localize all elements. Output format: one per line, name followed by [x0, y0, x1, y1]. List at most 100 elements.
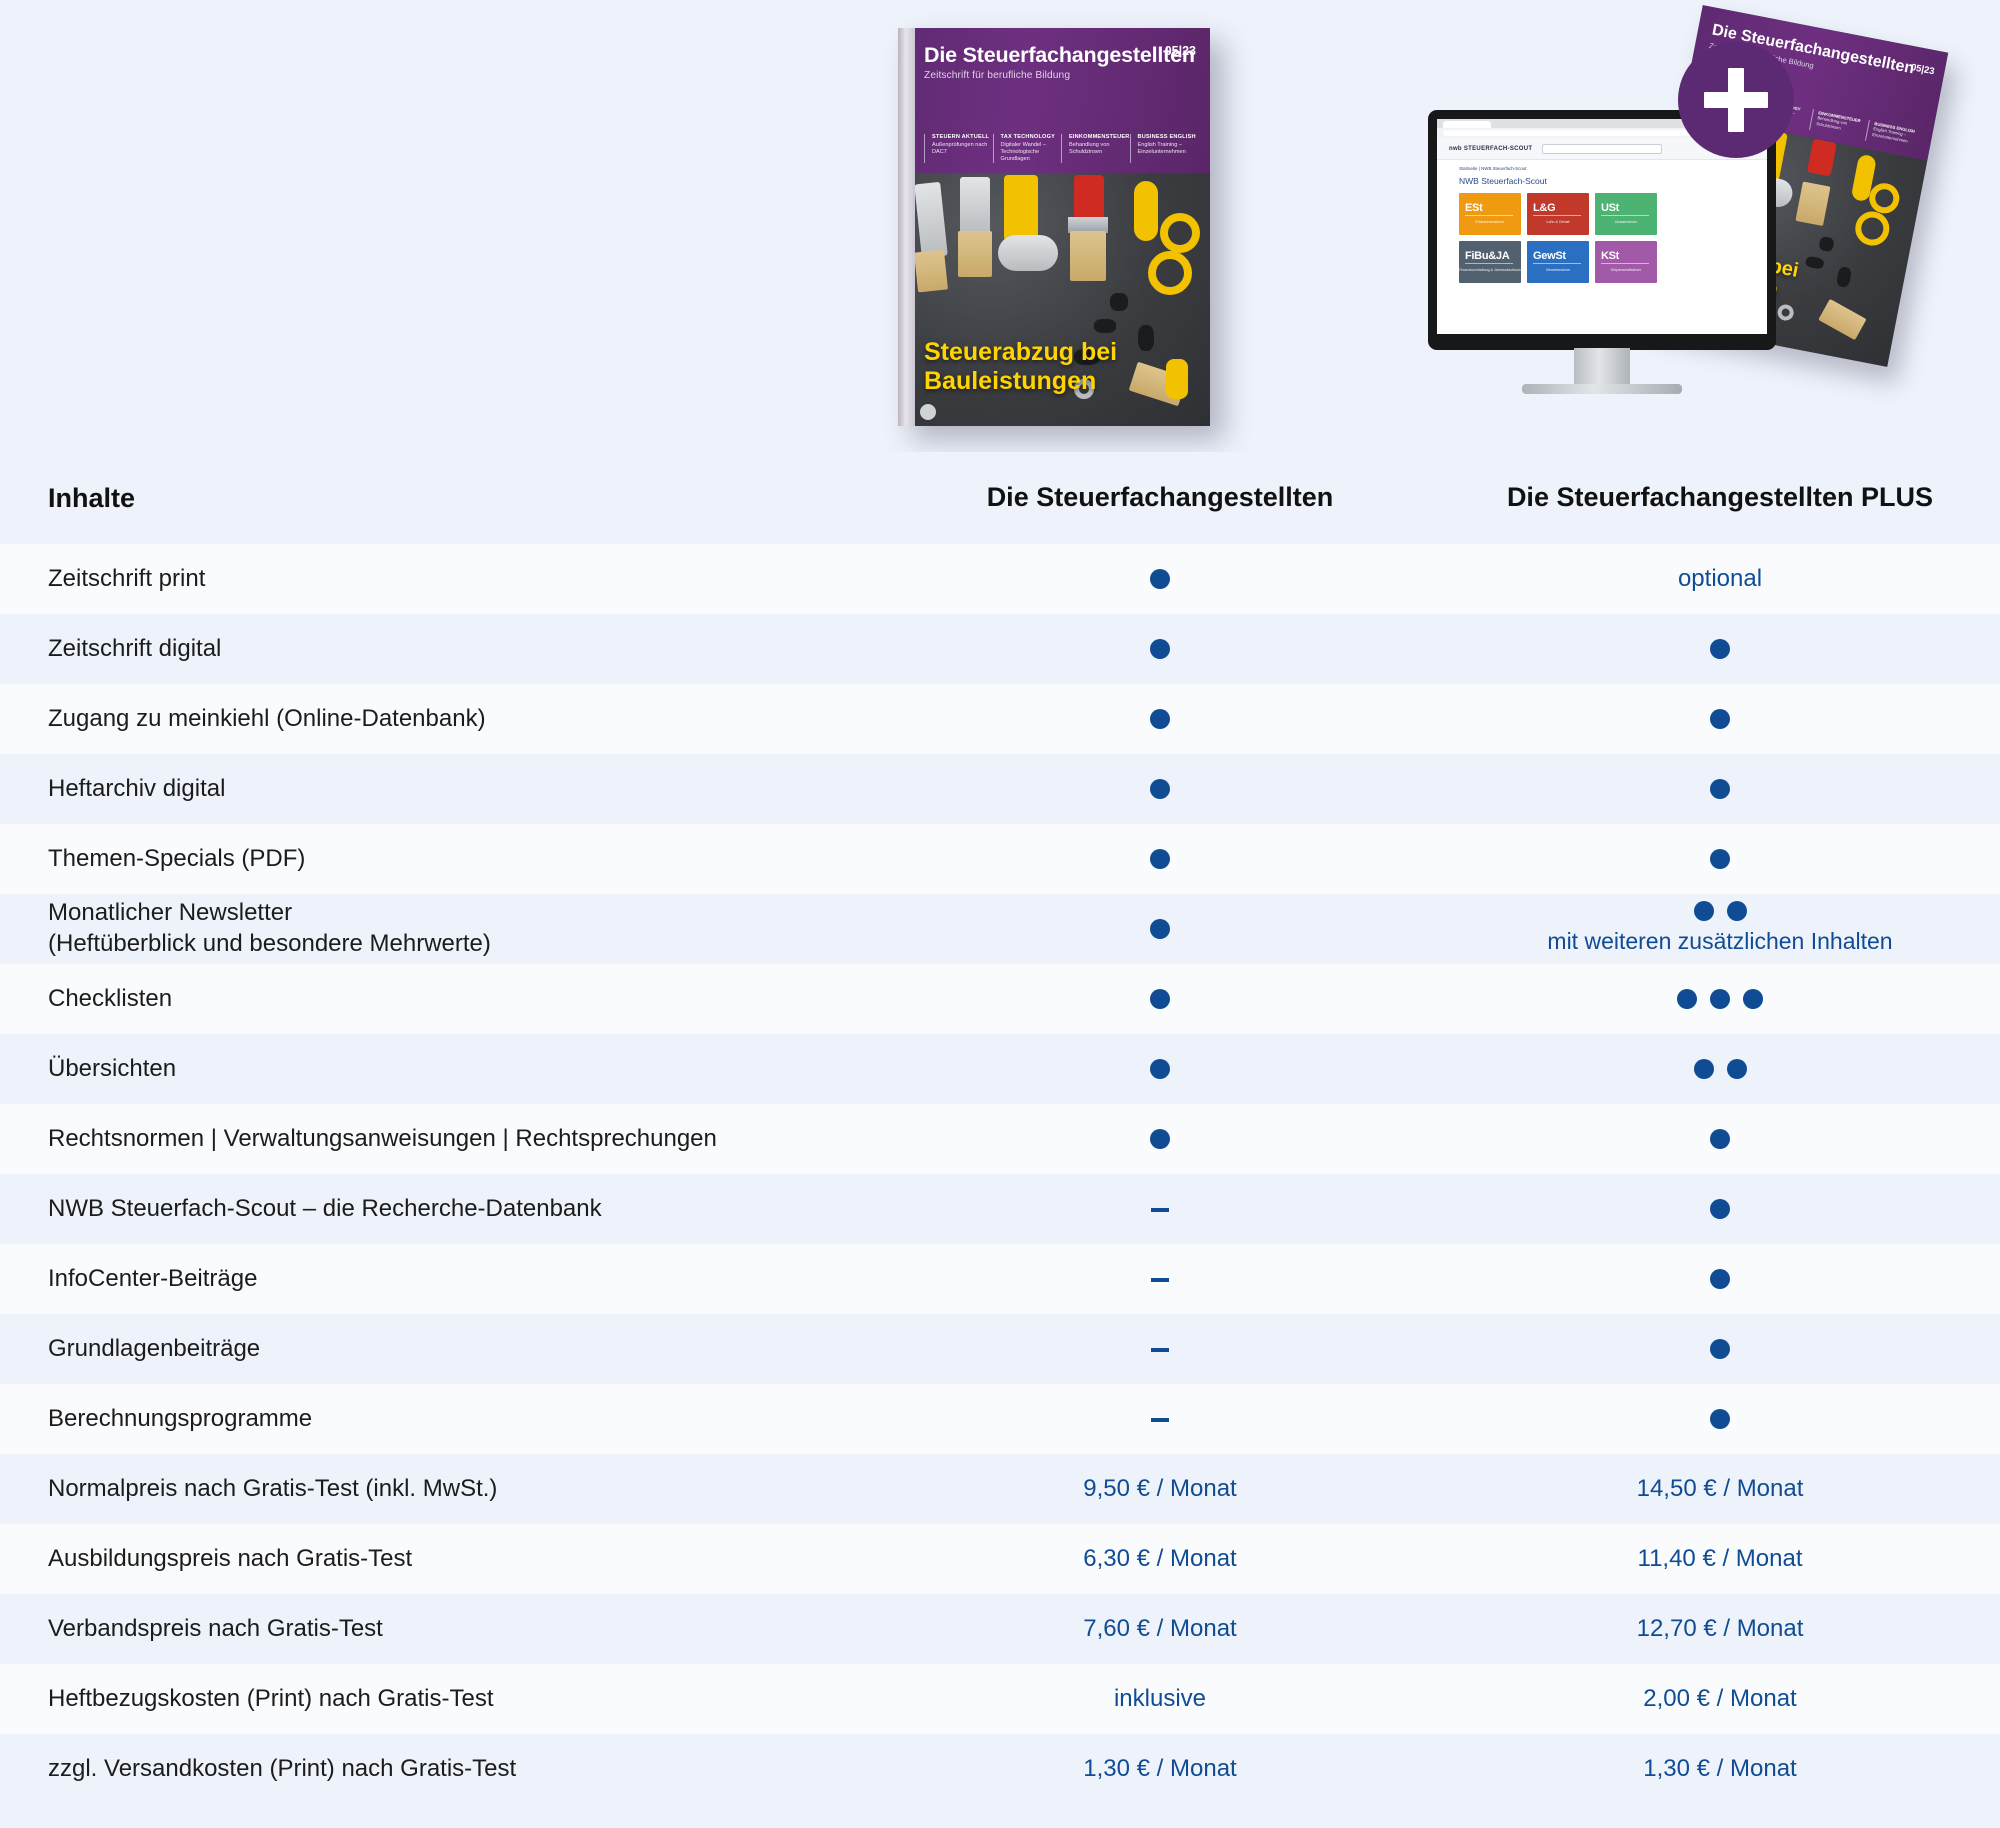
magazine-teaser: EINKOMMENSTEUER Behandlung von Schuldzin… [1809, 109, 1869, 141]
cell-plus-value [1440, 1339, 2000, 1359]
rating-dots [1677, 989, 1763, 1009]
cell-plus [1440, 1339, 2000, 1359]
cell-plus: 2,00 € / Monat [1440, 1683, 2000, 1714]
scout-tile-grid: ESt Einkommensteuer L&G Lohn & Gehalt US… [1437, 186, 1767, 283]
cell-plus-value: mit weiteren zusätzlichen Inhalten [1440, 901, 2000, 957]
rating-dots [1150, 779, 1170, 799]
table-row: Checklisten [0, 964, 2000, 1034]
column-header-contents: Inhalte [48, 482, 136, 513]
cell-basic [880, 1333, 1440, 1364]
tile-code: USt [1601, 202, 1620, 214]
tile-divider [1465, 215, 1513, 216]
cell-text: 12,70 € / Monat [1636, 1615, 1804, 1643]
cell-plus: mit weiteren zusätzlichen Inhalten [1440, 901, 2000, 957]
rating-dots [1150, 1059, 1170, 1079]
filled-dot-icon [1710, 1199, 1730, 1219]
magazine-teaser: TAX TECHNOLOGY Digitaler Wandel – Techno… [992, 134, 1062, 163]
magazine-teaser: EINKOMMENSTEUER Behandlung von Schuldzin… [1061, 134, 1130, 163]
cell-plus-value [1440, 1199, 2000, 1219]
filled-dot-icon [1150, 919, 1170, 939]
tile-code: FiBu&JA [1465, 250, 1510, 262]
not-included-dash-icon [1151, 1208, 1169, 1213]
filled-dot-icon [1693, 1059, 1714, 1079]
filled-dot-icon [1710, 1409, 1730, 1429]
cell-plus-value [1440, 989, 2000, 1009]
row-label: Übersichten [48, 1054, 177, 1082]
cell-basic-value [880, 989, 1440, 1009]
site-breadcrumb: Startseite | NWB Steuerfach-Scout [1459, 166, 1527, 171]
table-header-row: Inhalte Die Steuerfachangestellten Die S… [0, 452, 2000, 544]
magazine-cover-basic: Die Steuerfachangestellten 05|23 Zeitsch… [898, 28, 1210, 426]
cell-plus [1440, 1059, 2000, 1079]
rating-dots [1150, 639, 1170, 659]
cell-basic [880, 779, 1440, 799]
cell-note: mit weiteren zusätzlichen Inhalten [1547, 928, 1893, 955]
tile-subtitle: Einkommensteuer [1475, 220, 1505, 224]
cell-basic [880, 1129, 1440, 1149]
cell-basic-value [880, 779, 1440, 799]
magazine-cover-photo [898, 173, 1210, 426]
cell-basic: 9,50 € / Monat [880, 1473, 1440, 1504]
cell-text: 9,50 € / Monat [1083, 1475, 1237, 1503]
cell-basic [880, 1193, 1440, 1224]
rating-dots [1710, 1199, 1730, 1219]
magazine-issue: 05|23 [1909, 62, 1936, 78]
row-label: Themen-Specials (PDF) [48, 844, 306, 872]
rating-dots [1710, 709, 1730, 729]
table-row: Zugang zu meinkiehl (Online-Datenbank) [0, 684, 2000, 754]
row-label: Heftbezugskosten (Print) nach Gratis-Tes… [48, 1684, 494, 1712]
cell-plus-value [1440, 1409, 2000, 1429]
row-label: Rechtsnormen | Verwaltungsanweisungen | … [48, 1124, 717, 1152]
monitor-stand-neck [1574, 348, 1630, 386]
magazine-cover-headline: Steuerabzug bei Bauleistungen [924, 338, 1117, 396]
tile-divider [1601, 263, 1649, 264]
not-included-dash-icon [1151, 1418, 1169, 1423]
scout-tile-gewst: GewSt Gewerbesteuer [1527, 241, 1589, 283]
cell-text: 6,30 € / Monat [1083, 1545, 1237, 1573]
cell-basic [880, 849, 1440, 869]
publisher-logo-icon [920, 404, 936, 420]
cell-basic [880, 919, 1440, 939]
row-label: Ausbildungspreis nach Gratis-Test [48, 1544, 413, 1572]
not-included-dash-icon [1151, 1348, 1169, 1353]
cell-plus: 1,30 € / Monat [1440, 1753, 2000, 1784]
cell-plus [1440, 1269, 2000, 1289]
cell-plus [1440, 1129, 2000, 1149]
cell-plus-value [1440, 849, 2000, 869]
table-row: Grundlagenbeiträge [0, 1314, 2000, 1384]
site-brand-logo: nwb STEUERFACH-SCOUT [1449, 145, 1533, 152]
magazine-teaser-strip: STEUERN AKTUELL Außenprüfungen nach DAC7… [924, 134, 1198, 163]
column-header-plus: Die Steuerfachangestellten PLUS [1506, 482, 1934, 513]
table-row: Zeitschrift digital [0, 614, 2000, 684]
row-label: Monatlicher Newsletter (Heftüberblick und… [48, 899, 491, 957]
cell-basic [880, 709, 1440, 729]
browser-url-bar [1437, 128, 1767, 138]
rating-dots [1150, 569, 1170, 589]
cover-headline-line1: Steuerabzug bei [924, 338, 1118, 366]
cell-basic [880, 989, 1440, 1009]
hero-imagery: Die Steuerfachangestellten 05|23 Zeitsch… [0, 0, 2000, 452]
cell-plus [1440, 1409, 2000, 1429]
rating-dots [1710, 1129, 1730, 1149]
scout-tile-lug: L&G Lohn & Gehalt [1527, 193, 1589, 235]
row-label: Heftarchiv digital [48, 774, 226, 802]
tile-code: L&G [1533, 202, 1556, 214]
rating-dots [1693, 901, 1747, 922]
table-row: Heftbezugskosten (Print) nach Gratis-Tes… [0, 1664, 2000, 1734]
teaser-text: Digitaler Wandel – Technologische Grundl… [1000, 142, 1047, 163]
filled-dot-icon [1710, 1339, 1730, 1359]
cell-basic [880, 1403, 1440, 1434]
scout-tile-fibu-ja: FiBu&JA Finanzbuchhaltung & Jahresabschl… [1459, 241, 1521, 283]
table-row: Normalpreis nach Gratis-Test (inkl. MwSt… [0, 1454, 2000, 1524]
magazine-spine [898, 28, 915, 426]
cell-plus: optional [1440, 563, 2000, 594]
browser-tab-bar [1437, 119, 1767, 128]
table-row: NWB Steuerfach-Scout – die Recherche-Dat… [0, 1174, 2000, 1244]
cell-basic-value [880, 709, 1440, 729]
row-label: Normalpreis nach Gratis-Test (inkl. MwSt… [48, 1474, 498, 1502]
cell-basic-value [880, 639, 1440, 659]
filled-dot-icon [1710, 1269, 1730, 1289]
filled-dot-icon [1710, 849, 1730, 869]
row-label: InfoCenter-Beiträge [48, 1264, 258, 1292]
tile-subtitle: Lohn & Gehalt [1546, 220, 1570, 224]
